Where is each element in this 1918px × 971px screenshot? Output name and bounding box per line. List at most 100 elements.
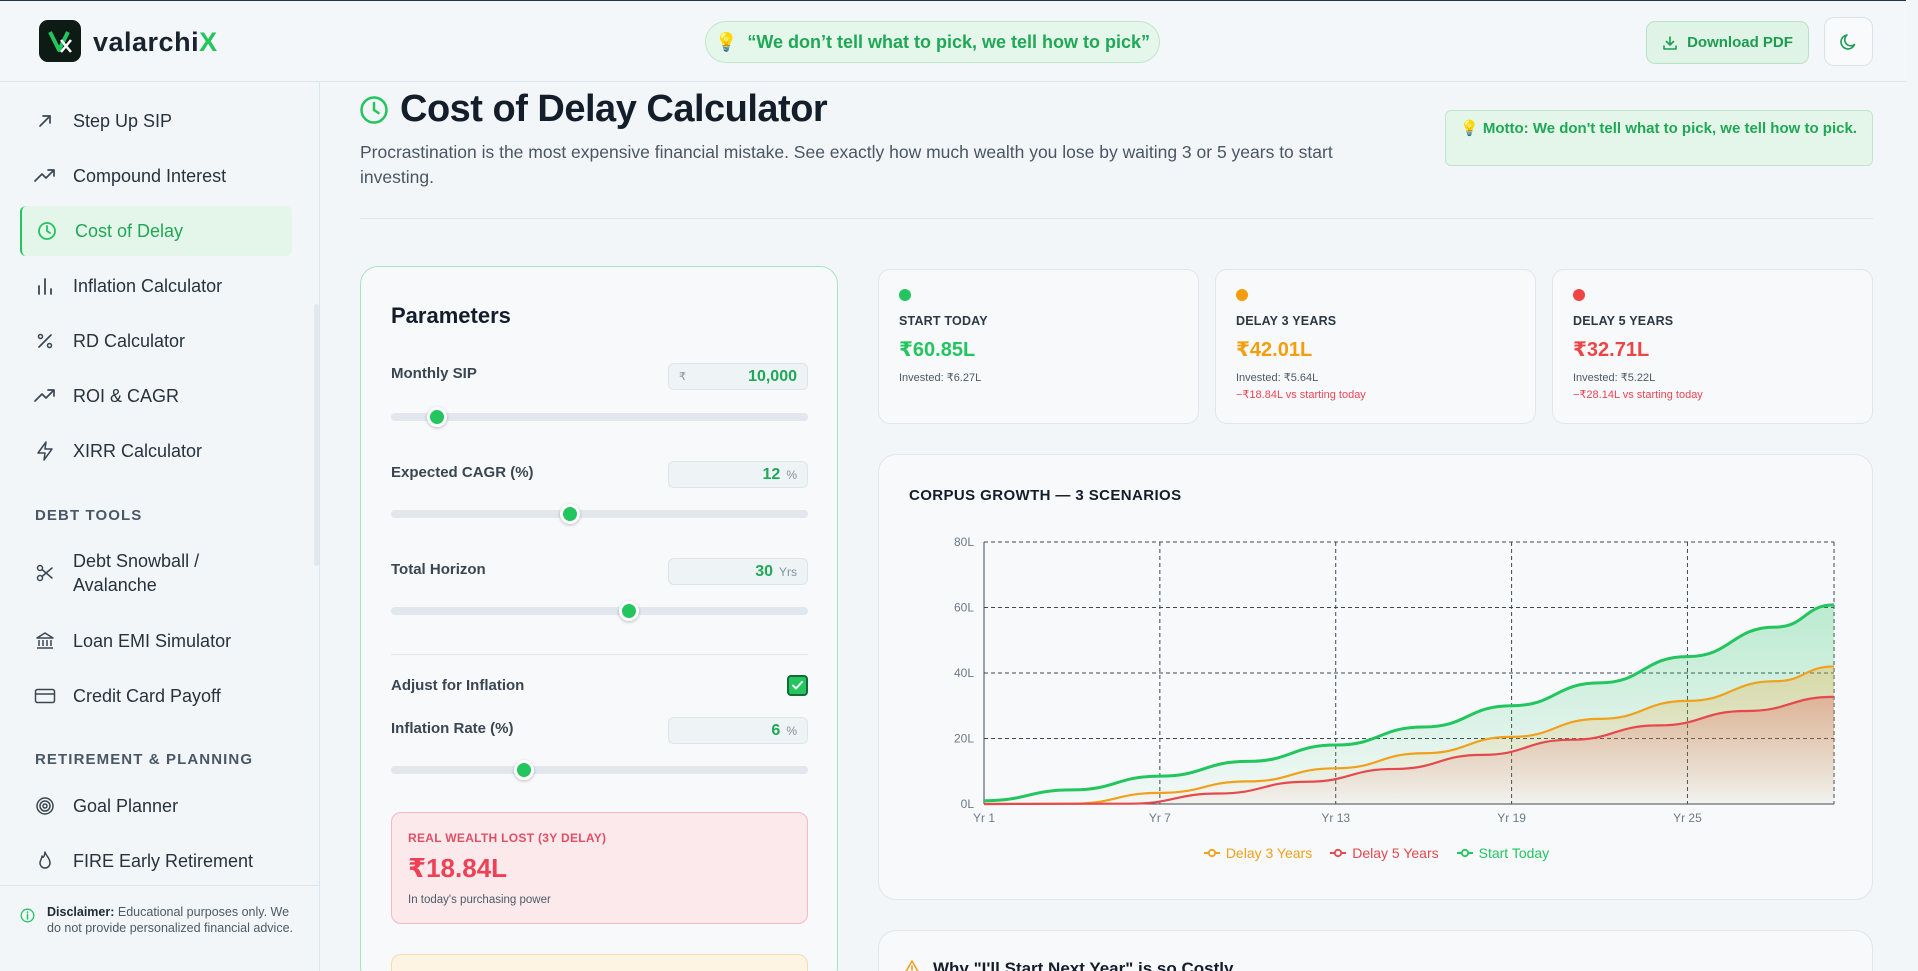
adjust-inflation-checkbox[interactable] [787,675,808,696]
parameters-card: Parameters Monthly SIP ₹ 10,000 Expected… [360,266,838,971]
legend-item[interactable]: Delay 5 Years [1330,845,1439,861]
sidebar-item-cost-of-delay[interactable]: Cost of Delay [20,206,292,256]
sidebar-item-debt-snowball[interactable]: Debt Snowball / Avalanche [20,542,292,604]
tagline-text: “We don’t tell what to pick, we tell how… [747,31,1151,52]
parameters-title: Parameters [391,303,511,328]
cagr-label: Expected CAGR (%) [391,464,534,481]
stat-invested: Invested: ₹5.64L [1236,372,1319,384]
section-heading-debt-tools: DEBT TOOLS [35,507,143,524]
sidebar-item-inflation-calculator[interactable]: Inflation Calculator [20,261,292,311]
adjust-inflation-label: Adjust for Inflation [391,677,525,694]
top-header: valarchiX 💡 “We don’t tell what to pick,… [0,0,1918,82]
y-tick-label: 0L [961,797,975,811]
series-line-delay-5-years [983,695,1835,806]
lightbulb-icon: 💡 [714,31,738,52]
monthly-sip-slider[interactable] [391,407,808,427]
sidebar-item-label: Credit Card Payoff [73,685,221,706]
sidebar-item-xirr-calculator[interactable]: XIRR Calculator [20,426,292,476]
horizon-value: 30 [755,562,773,580]
horizon-unit: Yrs [779,564,797,579]
horizon-label: Total Horizon [391,561,486,578]
sidebar-item-goal-planner[interactable]: Goal Planner [20,781,292,831]
y-tick-label: 80L [954,535,974,549]
y-tick-label: 60L [954,601,974,615]
disclaimer: Disclaimer: Educational purposes only. W… [0,885,320,971]
sidebar-item-compound-interest[interactable]: Compound Interest [20,151,292,201]
cagr-value: 12 [762,465,781,483]
inflation-rate-slider[interactable] [391,760,808,780]
y-tick-label: 40L [954,666,974,680]
cagr-slider[interactable] [391,504,808,524]
brand-logo[interactable] [39,20,81,62]
sidebar-item-label: RD Calculator [73,330,186,351]
sidebar-item-label: Inflation Calculator [73,275,223,296]
stat-label: START TODAY [899,314,988,328]
brand-name[interactable]: valarchiX [93,27,218,58]
sidebar-item-label: Loan EMI Simulator [73,630,232,651]
stat-value: ₹42.01L [1236,339,1313,361]
monthly-sip-input[interactable]: ₹ 10,000 [668,363,808,390]
page-scrollbar[interactable] [1906,0,1918,971]
stat-value: ₹60.85L [899,339,976,361]
stat-loss: −₹28.14L vs starting today [1573,389,1703,401]
stat-loss: −₹18.84L vs starting today [1236,389,1366,401]
legend-label: Delay 3 Years [1225,845,1313,861]
horizon-input[interactable]: 30 Yrs [668,558,808,585]
sidebar-item-label: Goal Planner [73,795,179,816]
cagr-unit: % [786,467,797,482]
warning-icon [903,959,921,971]
sidebar-item-loan-emi-simulator[interactable]: Loan EMI Simulator [20,616,292,666]
flame-icon [34,850,56,872]
brand-name-accent: X [199,27,218,57]
sidebar-item-label: Compound Interest [73,165,227,186]
legend-item[interactable]: Start Today [1456,845,1549,861]
header-divider [360,218,1873,219]
moon-icon [1839,33,1855,50]
legend-item[interactable]: Delay 3 Years [1203,845,1313,861]
corpus-growth-chart[interactable]: 0L 20L 40L 60L 80L Yr 1 Yr 7 Yr 13 Yr 19 Yr 25 [879,455,1874,901]
why-costly-title: Why "I'll Start Next Year" is so Costly [933,959,1234,971]
sidebar-item-step-up-sip[interactable]: Step Up SIP [20,96,292,146]
download-icon [1663,35,1677,50]
status-dot [1236,289,1248,301]
sidebar-scrollbar[interactable] [314,304,319,566]
sidebar-item-label: Debt Snowball / Avalanche [73,549,199,597]
bank-icon [34,630,56,652]
corpus-growth-chart-card: CORPUS GROWTH — 3 SCENARIOS 0L 20L 40L 60L 8… [878,454,1873,900]
x-tick-label: Yr 7 [1149,811,1171,825]
sidebar-item-label: FIRE Early Retirement [73,850,254,871]
stat-invested: Invested: ₹6.27L [899,372,982,384]
stat-card-delay-3-years: DELAY 3 YEARS ₹42.01L Invested: ₹5.64L −… [1215,269,1536,424]
sidebar-item-label: XIRR Calculator [73,440,203,461]
inflation-rate-value: 6 [771,721,781,739]
x-tick-label: Yr 19 [1497,811,1526,825]
horizon-slider[interactable] [391,601,808,621]
slider-thumb[interactable] [514,760,535,780]
theme-toggle-button[interactable] [1824,17,1873,66]
scissors-icon [34,562,56,584]
x-tick-label: Yr 25 [1673,811,1702,825]
sidebar-item-rd-calculator[interactable]: RD Calculator [20,316,292,366]
trending-up-icon [34,165,56,187]
x-tick-label: Yr 1 [973,811,995,825]
clock-icon [36,220,58,242]
stat-label: DELAY 5 YEARS [1573,314,1674,328]
info-icon [20,908,35,927]
sidebar-item-credit-card-payoff[interactable]: Credit Card Payoff [20,671,292,721]
sidebar-item-fire-early-retirement[interactable]: FIRE Early Retirement [20,836,292,886]
bar-chart-icon [34,275,56,297]
cagr-input[interactable]: 12 % [668,461,808,488]
legend-marker-icon [1456,848,1473,858]
inflation-rate-input[interactable]: 6 % [668,717,808,744]
sidebar-item-roi-cagr[interactable]: ROI & CAGR [20,371,292,421]
series-area-delay-5-years [984,696,1834,804]
real-wealth-lost-value: ₹18.84L [408,853,508,883]
sidebar-item-label: ROI & CAGR [73,385,180,406]
slider-thumb[interactable] [426,407,447,427]
download-pdf-button[interactable]: Download PDF [1646,21,1809,64]
sidebar-item-label: Step Up SIP [73,110,173,131]
slider-thumb[interactable] [560,504,581,524]
slider-thumb[interactable] [618,601,639,621]
series-line-delay-3-years [983,665,1835,806]
target-icon [34,795,56,817]
